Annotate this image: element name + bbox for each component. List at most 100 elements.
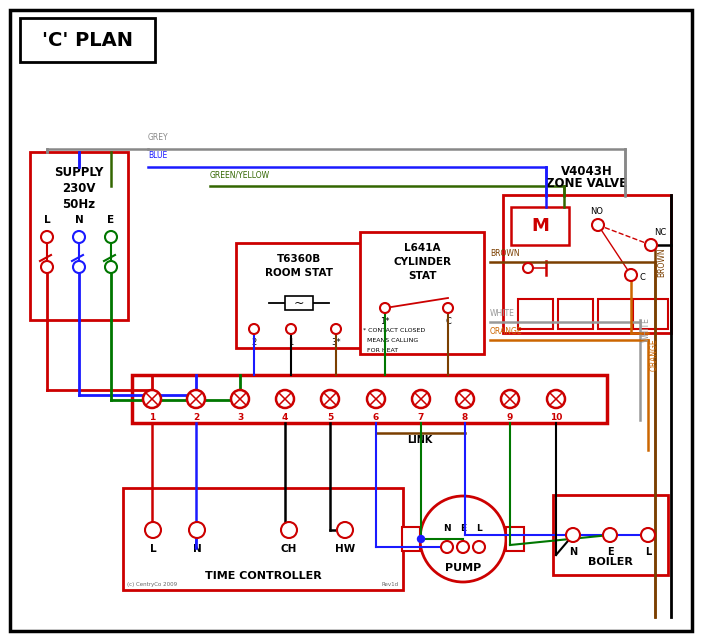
Text: N: N: [192, 544, 201, 554]
Circle shape: [41, 261, 53, 273]
Text: 230V: 230V: [62, 181, 95, 194]
Circle shape: [231, 390, 249, 408]
Circle shape: [105, 261, 117, 273]
Text: BROWN: BROWN: [490, 249, 519, 258]
Circle shape: [566, 528, 580, 542]
Text: WHITE: WHITE: [642, 317, 651, 342]
Text: N: N: [74, 215, 84, 225]
Text: SUPPLY: SUPPLY: [54, 165, 104, 178]
Circle shape: [418, 535, 425, 542]
Text: NC: NC: [654, 228, 666, 237]
Text: L: L: [645, 547, 651, 557]
Circle shape: [331, 324, 341, 334]
Circle shape: [501, 390, 519, 408]
Text: N: N: [569, 547, 577, 557]
Circle shape: [145, 522, 161, 538]
Text: 1: 1: [149, 413, 155, 422]
Text: BROWN: BROWN: [657, 247, 666, 277]
Text: 3: 3: [237, 413, 243, 422]
Circle shape: [73, 231, 85, 243]
Text: ROOM STAT: ROOM STAT: [265, 268, 333, 278]
Circle shape: [456, 390, 474, 408]
Circle shape: [189, 522, 205, 538]
Text: 7: 7: [418, 413, 424, 422]
Bar: [558, 299, 593, 329]
Text: 50Hz: 50Hz: [62, 197, 95, 210]
Text: 'C' PLAN: 'C' PLAN: [41, 31, 133, 49]
Text: M: M: [531, 217, 549, 235]
Bar: [503, 195, 671, 333]
Text: E: E: [607, 547, 614, 557]
Text: PUMP: PUMP: [445, 563, 481, 573]
Text: 4: 4: [282, 413, 289, 422]
Text: ORANGE: ORANGE: [490, 327, 522, 336]
Circle shape: [281, 522, 297, 538]
Circle shape: [321, 390, 339, 408]
Text: L: L: [476, 524, 482, 533]
Circle shape: [523, 263, 533, 273]
Text: 3*: 3*: [331, 338, 340, 347]
Text: ZONE VALVE: ZONE VALVE: [546, 176, 628, 190]
Text: 2: 2: [251, 338, 257, 347]
Text: FOR HEAT: FOR HEAT: [363, 348, 398, 353]
Circle shape: [473, 541, 485, 553]
Circle shape: [380, 303, 390, 313]
Circle shape: [625, 269, 637, 281]
Text: Rev1d: Rev1d: [382, 582, 399, 587]
Text: ~: ~: [293, 297, 304, 310]
Bar: [511, 207, 569, 245]
Bar: [20, 18, 155, 62]
Text: HW: HW: [335, 544, 355, 554]
Circle shape: [457, 541, 469, 553]
Text: NO: NO: [590, 207, 604, 216]
Bar: [402, 527, 420, 551]
Bar: [633, 299, 668, 329]
Text: BOILER: BOILER: [588, 557, 633, 567]
Text: GREY: GREY: [148, 133, 168, 142]
Text: C: C: [639, 272, 645, 281]
Circle shape: [412, 390, 430, 408]
Bar: [553, 495, 668, 575]
Bar: [30, 152, 128, 320]
Text: L641A: L641A: [404, 243, 440, 253]
Circle shape: [641, 528, 655, 542]
Text: N: N: [443, 524, 451, 533]
Circle shape: [645, 239, 657, 251]
Text: MEANS CALLING: MEANS CALLING: [363, 338, 418, 343]
Text: 5: 5: [327, 413, 333, 422]
Bar: [285, 296, 313, 310]
Circle shape: [547, 390, 565, 408]
Circle shape: [441, 541, 453, 553]
Text: 1*: 1*: [380, 317, 390, 326]
Text: 10: 10: [550, 413, 562, 422]
Circle shape: [187, 390, 205, 408]
Text: LINK: LINK: [407, 435, 432, 445]
Text: 8: 8: [462, 413, 468, 422]
Text: V4043H: V4043H: [561, 165, 613, 178]
Text: 9: 9: [507, 413, 513, 422]
Bar: [360, 232, 484, 354]
Bar: [518, 299, 553, 329]
Text: (c) CentryCo 2009: (c) CentryCo 2009: [127, 582, 177, 587]
Circle shape: [249, 324, 259, 334]
Text: WHITE: WHITE: [490, 309, 515, 318]
Text: L: L: [150, 544, 157, 554]
Text: C: C: [445, 317, 451, 326]
Circle shape: [41, 231, 53, 243]
Text: CYLINDER: CYLINDER: [393, 257, 451, 267]
Circle shape: [276, 390, 294, 408]
Text: 2: 2: [193, 413, 199, 422]
Circle shape: [286, 324, 296, 334]
Text: L: L: [44, 215, 51, 225]
Circle shape: [73, 261, 85, 273]
Text: * CONTACT CLOSED: * CONTACT CLOSED: [363, 328, 425, 333]
Text: ORANGE: ORANGE: [650, 338, 659, 371]
Text: 1: 1: [289, 338, 293, 347]
Bar: [123, 488, 403, 590]
Text: E: E: [460, 524, 466, 533]
Circle shape: [367, 390, 385, 408]
Circle shape: [603, 528, 617, 542]
Text: BLUE: BLUE: [148, 151, 167, 160]
Bar: [236, 243, 362, 348]
Text: 6: 6: [373, 413, 379, 422]
